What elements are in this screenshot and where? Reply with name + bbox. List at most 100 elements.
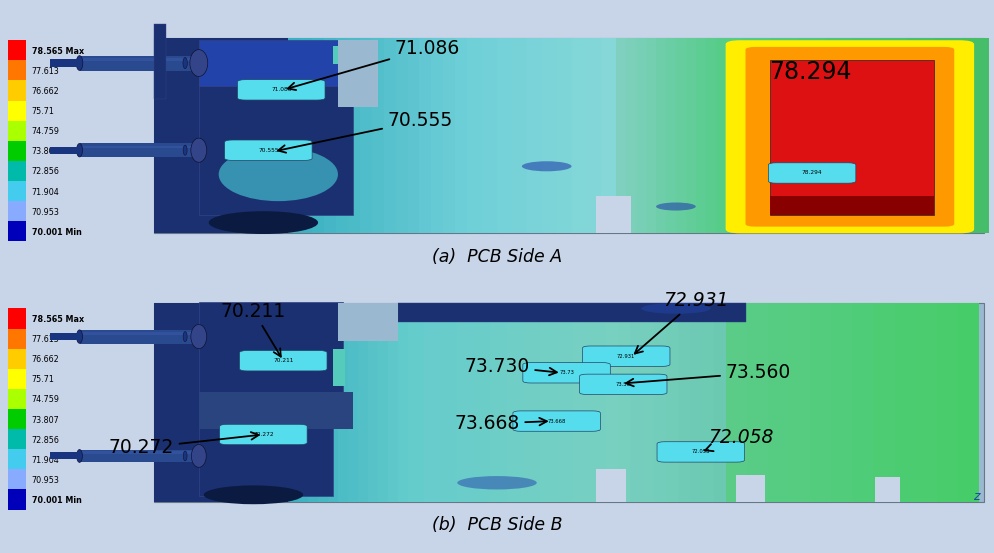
Text: 71.904: 71.904 <box>32 456 60 465</box>
Ellipse shape <box>204 486 303 504</box>
Bar <box>962 38 989 233</box>
Bar <box>467 38 482 233</box>
Bar <box>288 38 300 233</box>
Bar <box>937 303 958 502</box>
Bar <box>455 38 467 233</box>
Bar <box>8 141 26 161</box>
Bar <box>880 38 908 233</box>
Bar <box>482 38 497 233</box>
Bar <box>8 81 26 101</box>
Bar <box>789 303 810 502</box>
Bar <box>646 38 656 233</box>
Text: 73.730: 73.730 <box>464 357 557 375</box>
Bar <box>557 303 574 502</box>
Bar <box>360 38 372 233</box>
Bar <box>490 303 507 502</box>
Bar <box>328 303 338 502</box>
Bar <box>8 389 26 409</box>
Bar <box>512 38 527 233</box>
Bar <box>368 303 378 502</box>
Ellipse shape <box>77 143 83 157</box>
Bar <box>50 59 78 67</box>
Ellipse shape <box>219 148 338 201</box>
Bar <box>8 221 26 241</box>
Bar <box>768 303 789 502</box>
Bar <box>398 303 746 322</box>
Text: 78.294: 78.294 <box>802 170 822 175</box>
FancyBboxPatch shape <box>523 363 610 383</box>
Bar <box>714 303 726 502</box>
Bar <box>770 38 797 233</box>
Ellipse shape <box>641 303 711 314</box>
FancyBboxPatch shape <box>746 47 954 227</box>
Bar <box>746 303 767 502</box>
Bar <box>8 409 26 429</box>
Bar <box>298 303 308 502</box>
Bar <box>384 38 396 233</box>
Bar <box>80 145 204 148</box>
Bar <box>572 38 586 233</box>
Bar <box>915 303 936 502</box>
Bar <box>154 38 984 233</box>
Text: 78.565 Max: 78.565 Max <box>32 47 83 56</box>
Text: 70.211: 70.211 <box>221 301 286 357</box>
Bar <box>908 38 934 233</box>
Bar <box>527 38 542 233</box>
FancyBboxPatch shape <box>513 411 600 431</box>
Text: 70.272: 70.272 <box>108 432 258 457</box>
Text: 71.086: 71.086 <box>271 87 291 92</box>
Bar <box>8 309 26 328</box>
Bar <box>831 303 852 502</box>
Bar <box>333 348 345 386</box>
Ellipse shape <box>77 56 83 70</box>
Bar <box>333 45 345 64</box>
Bar <box>586 38 601 233</box>
Bar <box>50 147 78 154</box>
Bar <box>80 330 204 343</box>
Text: 75.71: 75.71 <box>32 107 55 116</box>
Bar <box>398 303 408 502</box>
Bar <box>770 196 934 215</box>
Text: (b)  PCB Side B: (b) PCB Side B <box>431 516 563 534</box>
Bar <box>154 303 984 502</box>
Bar <box>8 201 26 221</box>
Text: 70.272: 70.272 <box>253 432 273 437</box>
Text: z: z <box>973 489 979 503</box>
Bar <box>378 303 388 502</box>
Bar <box>696 38 706 233</box>
Bar <box>408 38 419 233</box>
Bar <box>542 38 557 233</box>
Bar <box>606 303 618 502</box>
Bar <box>338 40 378 107</box>
Bar <box>524 303 540 502</box>
Text: 77.613: 77.613 <box>32 67 60 76</box>
Bar <box>601 38 616 233</box>
FancyBboxPatch shape <box>726 40 974 233</box>
Bar <box>642 303 654 502</box>
Bar <box>618 303 630 502</box>
Text: 78.565 Max: 78.565 Max <box>32 315 83 324</box>
Bar <box>686 38 696 233</box>
Bar <box>852 38 880 233</box>
Bar <box>419 38 431 233</box>
Bar <box>312 38 324 233</box>
Bar <box>199 40 343 86</box>
Bar <box>540 303 557 502</box>
Text: 75.71: 75.71 <box>32 375 55 384</box>
Bar <box>8 349 26 369</box>
Text: 77.613: 77.613 <box>32 335 60 344</box>
Bar <box>770 60 934 215</box>
Bar <box>874 303 895 502</box>
Text: 74.759: 74.759 <box>32 127 60 136</box>
Bar <box>80 55 204 71</box>
Bar <box>654 303 666 502</box>
FancyBboxPatch shape <box>220 424 307 445</box>
Ellipse shape <box>191 445 207 467</box>
Text: 72.856: 72.856 <box>32 168 60 176</box>
Bar <box>80 332 204 335</box>
Bar <box>630 303 642 502</box>
Bar <box>810 303 831 502</box>
Bar <box>706 38 716 233</box>
Text: 76.662: 76.662 <box>32 87 60 96</box>
FancyBboxPatch shape <box>225 140 312 160</box>
